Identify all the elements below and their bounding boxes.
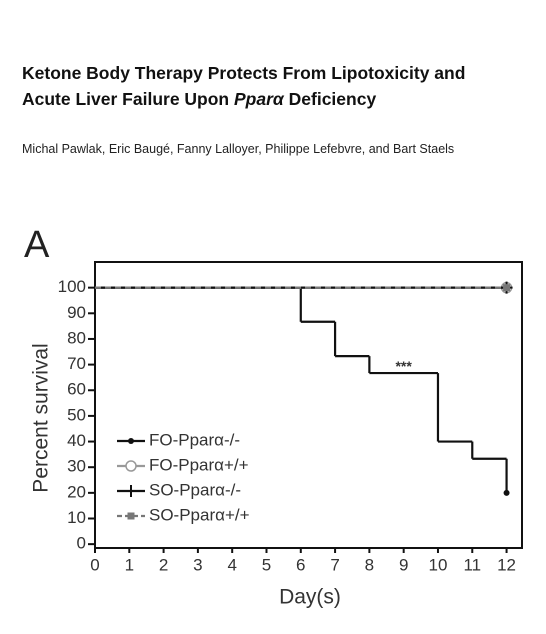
y-tick-label: 100 <box>58 277 86 296</box>
marker <box>125 460 137 472</box>
x-tick-label: 2 <box>159 555 168 574</box>
y-tick-label: 0 <box>77 534 86 553</box>
y-tick-label: 20 <box>67 482 86 501</box>
marker <box>503 489 510 496</box>
x-tick-label: 9 <box>399 555 408 574</box>
title-line: Acute Liver Failure Upon Pparα Deficienc… <box>22 86 465 112</box>
plot-frame <box>94 261 523 549</box>
marker <box>127 512 135 520</box>
x-tick-label: 11 <box>463 555 481 574</box>
marker <box>503 284 511 292</box>
x-tick-label: 0 <box>90 555 99 574</box>
annotation: *** <box>395 358 412 374</box>
x-tick-label: 7 <box>330 555 339 574</box>
x-tick-label: 1 <box>125 555 134 574</box>
x-tick-label: 3 <box>193 555 202 574</box>
y-tick-label: 40 <box>67 431 86 450</box>
y-tick-label: 70 <box>67 354 86 373</box>
title-part: Deficiency <box>288 89 377 109</box>
x-tick-label: 5 <box>262 555 271 574</box>
legend-label: SO-Pparα-/- <box>149 480 241 499</box>
y-tick-label: 50 <box>67 405 86 424</box>
legend-label: SO-Pparα+/+ <box>149 505 250 524</box>
y-tick-label: 10 <box>67 508 86 527</box>
y-axis-label: Percent survival <box>30 343 53 492</box>
x-tick-label: 8 <box>365 555 374 574</box>
x-tick-label: 4 <box>227 555 236 574</box>
title-part: Acute Liver Failure Upon <box>22 89 230 109</box>
y-tick-label: 80 <box>67 328 86 347</box>
x-tick-label: 10 <box>429 555 448 574</box>
legend-label: FO-Pparα+/+ <box>149 455 249 474</box>
y-tick-label: 60 <box>67 380 86 399</box>
y-tick-label: 90 <box>67 303 86 322</box>
x-tick-label: 12 <box>497 555 516 574</box>
y-tick-label: 30 <box>67 457 86 476</box>
paper-title: Ketone Body Therapy Protects From Lipoto… <box>22 60 465 112</box>
x-axis-label: Day(s) <box>279 586 341 609</box>
title-line: Ketone Body Therapy Protects From Lipoto… <box>22 63 466 83</box>
panel-label: A <box>24 224 50 266</box>
title-gene: Pparα <box>234 89 284 109</box>
marker <box>125 485 137 497</box>
authors: Michal Pawlak, Eric Baugé, Fanny Lalloye… <box>22 142 455 156</box>
marker <box>128 438 134 444</box>
x-tick-label: 6 <box>296 555 305 574</box>
legend-label: FO-Pparα-/- <box>149 430 240 449</box>
